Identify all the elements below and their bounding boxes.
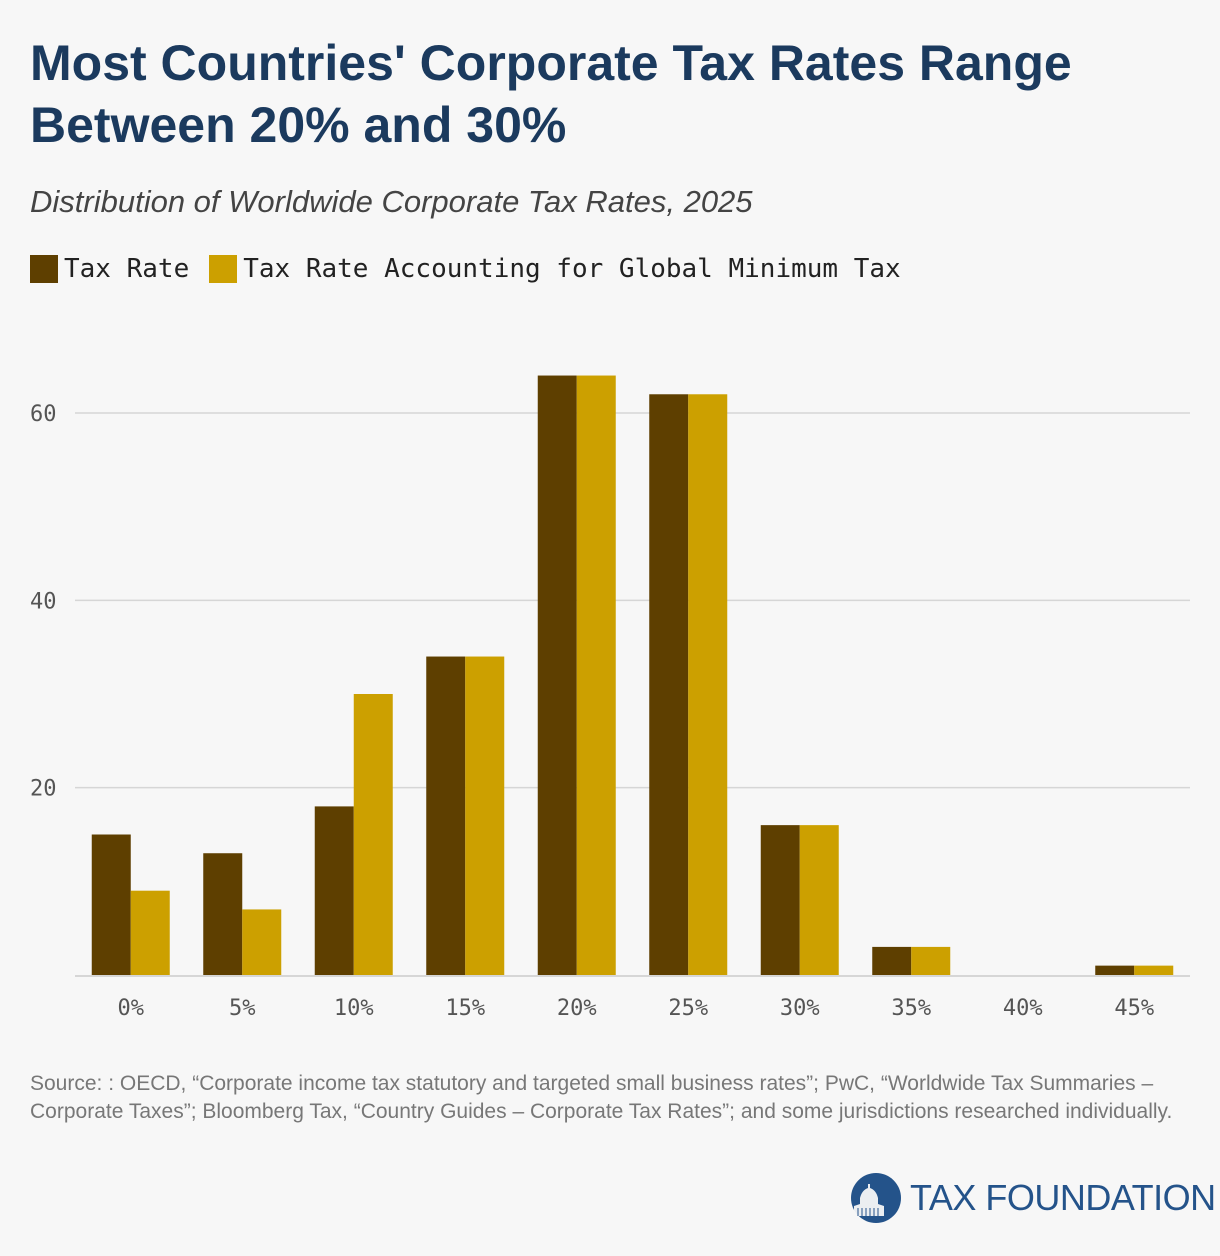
source-note: Source: : OECD, “Corporate income tax st… (30, 1072, 1173, 1123)
bar-tax-rate-7 (872, 946, 912, 975)
bar-global-minimum-9 (1134, 965, 1174, 975)
bar-global-minimum-4 (576, 375, 616, 975)
legend: Tax Rate Tax Rate Accounting for Global … (30, 254, 921, 284)
y-tick-label: 60 (30, 402, 57, 427)
bar-global-minimum-1 (242, 909, 282, 975)
legend-swatch-tax-rate (30, 255, 58, 283)
bar-global-minimum-2 (353, 694, 393, 975)
bar-tax-rate-2 (314, 806, 354, 975)
legend-item-global-minimum: Tax Rate Accounting for Global Minimum T… (209, 254, 901, 284)
legend-swatch-global-minimum (209, 255, 238, 283)
bar-tax-rate-5 (649, 394, 689, 975)
legend-label: Tax Rate (64, 254, 190, 284)
y-tick-label: 40 (30, 589, 57, 614)
x-tick-label: 10% (334, 996, 374, 1021)
bar-tax-rate-3 (426, 656, 466, 975)
bar-tax-rate-9 (1095, 965, 1135, 975)
bar-tax-rate-6 (760, 825, 800, 975)
x-tick-label: 40% (1003, 996, 1043, 1021)
bar-global-minimum-7 (911, 946, 951, 975)
x-tick-label: 0% (118, 996, 145, 1021)
bar-global-minimum-6 (799, 825, 839, 975)
bar-global-minimum-5 (688, 394, 728, 975)
legend-label: Tax Rate Accounting for Global Minimum T… (243, 254, 901, 284)
bar-tax-rate-0 (91, 834, 131, 975)
chart-title: Most Countries' Corporate Tax Rates Rang… (30, 35, 1072, 153)
bar-global-minimum-3 (465, 656, 505, 975)
x-tick-label: 15% (445, 996, 485, 1021)
logo-text: TAX FOUNDATION (910, 1177, 1216, 1218)
bar-tax-rate-4 (537, 375, 577, 975)
legend-item-tax-rate: Tax Rate (30, 254, 189, 284)
x-tick-label: 45% (1114, 996, 1154, 1021)
chart-subtitle: Distribution of Worldwide Corporate Tax … (30, 184, 753, 219)
capitol-dome-icon (851, 1173, 901, 1223)
x-tick-label: 35% (891, 996, 931, 1021)
x-tick-label: 5% (229, 996, 256, 1021)
bar-global-minimum-0 (130, 890, 170, 975)
x-tick-label: 25% (668, 996, 708, 1021)
tax-foundation-logo: TAX FOUNDATION (850, 1172, 1216, 1224)
y-tick-label: 20 (30, 777, 57, 802)
bar-tax-rate-1 (203, 853, 243, 975)
bar-chart: 20 40 60 0% 5% 10% 15% 20% 25% 30% 35% 40% 45% (30, 375, 1190, 1021)
x-tick-label: 30% (780, 996, 820, 1021)
x-tick-label: 20% (557, 996, 597, 1021)
